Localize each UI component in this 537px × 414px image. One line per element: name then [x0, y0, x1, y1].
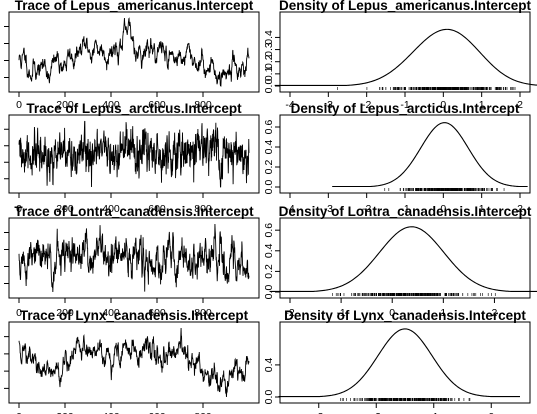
plot-frame — [8, 11, 260, 93]
y-tick-label: 0.0 — [263, 285, 275, 300]
y-tick-label: 0.2 — [263, 160, 275, 175]
x-tick-label: 200 — [56, 99, 74, 111]
x-tick-label: -1 — [400, 203, 409, 215]
y-tick-label: 0.4 — [263, 30, 275, 45]
panel-title: Trace of Lepus_arcticus.Intercept — [26, 101, 242, 116]
x-tick-label: -2 — [285, 307, 294, 319]
panel-title: Density of Lynx_canadensis.Intercept — [284, 308, 526, 323]
x-tick-label: -3 — [314, 411, 323, 414]
x-tick-label: 400 — [102, 307, 120, 319]
density-curve — [332, 122, 528, 188]
x-tick-label: 0 — [16, 99, 22, 111]
plot-frame — [8, 217, 260, 299]
x-tick-label: -3 — [324, 99, 333, 111]
x-tick-label: 400 — [102, 411, 120, 414]
panel-title: Trace of Lynx_canadensis.Intercept — [20, 308, 249, 323]
x-tick-label: 0 — [440, 99, 446, 111]
x-tick-label: 0 — [16, 307, 22, 319]
y-tick-label: 0.6 — [263, 120, 275, 135]
x-tick-label: 0 — [16, 411, 22, 414]
y-tick-label: 0.4 — [263, 140, 275, 155]
x-tick-label: 1 — [479, 203, 485, 215]
y-tick-label: 0.0 — [263, 390, 275, 405]
y-tick-label: 0.4 — [263, 243, 275, 258]
y-tick-label: 0.2 — [263, 54, 275, 69]
density-panel: 0.00.10.20.30.4 -4 -3 -2 -1 0 1 2 Density of Lep… — [263, 0, 537, 111]
x-tick-label: -2 — [372, 411, 381, 414]
x-tick-label: -2 — [362, 203, 371, 215]
y-tick-label: 0.0 — [263, 180, 275, 195]
x-tick-label: 1 — [440, 307, 446, 319]
trace-series-line — [18, 120, 250, 188]
x-tick-label: -1 — [429, 411, 438, 414]
panel-title: Trace of Lepus_americanus.Intercept — [15, 0, 254, 13]
x-tick-label: 400 — [102, 203, 120, 215]
panel-title: Density of Lepus_americanus.Intercept — [279, 0, 532, 13]
density-curve — [278, 328, 520, 398]
panel-title: Trace of Lontra_canadensis.Intercept — [14, 204, 254, 219]
y-tick-label: 0.2 — [263, 264, 275, 279]
x-tick-label: -4 — [285, 99, 294, 111]
plot-frame — [8, 321, 260, 404]
y-tick-label: 0.6 — [263, 223, 275, 238]
plot-frame — [279, 11, 531, 93]
x-tick-label: 600 — [148, 411, 166, 414]
x-tick-label: 2 — [517, 203, 523, 215]
y-tick-label: 0.1 — [263, 66, 275, 81]
x-tick-label: 2 — [517, 99, 523, 111]
x-tick-label: 0 — [440, 203, 446, 215]
x-tick-label: 200 — [56, 307, 74, 319]
plot-frame — [279, 321, 531, 404]
x-tick-label: 600 — [148, 99, 166, 111]
x-tick-label: 800 — [194, 203, 212, 215]
trace-panel: 0 200 400 600 800 Trace of Lepus_americanus.I… — [4, 0, 260, 111]
panel-title: Density of Lontra_canadensis.Intercept — [279, 204, 532, 219]
trace-series-line — [18, 17, 250, 87]
panel-title: Density of Lepus_arcticus.Intercept — [291, 101, 520, 116]
trace-series-line — [18, 223, 250, 293]
plot-frame — [279, 217, 531, 299]
x-tick-label: 200 — [56, 411, 74, 414]
y-tick-label: 0.0 — [263, 79, 275, 94]
x-tick-label: -3 — [324, 203, 333, 215]
x-tick-label: 600 — [148, 307, 166, 319]
y-tick-label: 0.4 — [263, 357, 275, 372]
x-tick-label: 800 — [194, 307, 212, 319]
x-tick-label: 0 — [488, 411, 494, 414]
x-tick-label: -4 — [285, 203, 294, 215]
x-tick-label: 200 — [56, 203, 74, 215]
density-curve — [269, 226, 537, 293]
x-tick-label: 800 — [194, 411, 212, 414]
x-tick-label: 0 — [389, 307, 395, 319]
x-tick-label: 1 — [479, 99, 485, 111]
x-tick-label: 800 — [194, 99, 212, 111]
x-tick-label: 600 — [148, 203, 166, 215]
density-panel: 0.00.4-3-2-10Density of Lynx_canadensis.… — [263, 308, 531, 414]
x-tick-label: -1 — [400, 99, 409, 111]
x-tick-label: 0 — [16, 203, 22, 215]
x-tick-label: -1 — [336, 307, 345, 319]
x-tick-label: 400 — [102, 99, 120, 111]
trace-series-line — [18, 327, 250, 398]
y-tick-label: 0.3 — [263, 42, 275, 57]
plot-frame — [279, 114, 531, 194]
density-curve — [274, 28, 537, 86]
x-tick-label: -2 — [362, 99, 371, 111]
plot-frame — [8, 114, 260, 194]
x-tick-label: 2 — [492, 307, 498, 319]
